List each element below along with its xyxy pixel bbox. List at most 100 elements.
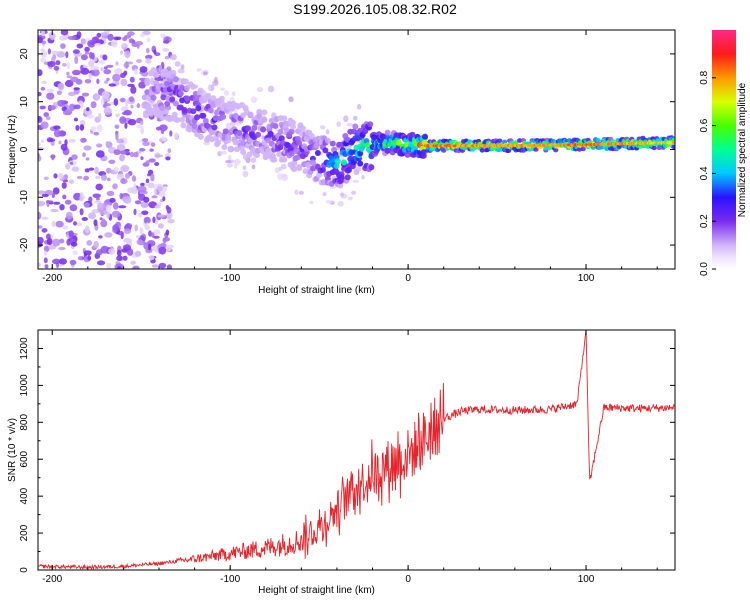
heatmap-noise-blob	[75, 124, 80, 131]
heatmap-noise-blob	[112, 73, 121, 82]
colorbar-label: Normalized spectral amplitude	[737, 82, 748, 217]
heatmap-noise-blob	[48, 105, 56, 111]
heatmap-ridge-blob	[207, 107, 214, 114]
heatmap-noise-blob	[162, 238, 167, 244]
heatmap-halo-blob	[337, 200, 344, 207]
heatmap-ridge-blob	[251, 124, 258, 131]
heatmap-halo-blob	[278, 166, 282, 172]
heatmap-noise-blob	[44, 189, 54, 196]
heatmap-noise-blob	[40, 86, 46, 91]
heatmap-halo-blob	[177, 68, 185, 74]
heatmap-noise-blob	[116, 255, 123, 262]
heatmap-noise-blob	[136, 59, 142, 63]
heatmap-ridge-blob	[184, 95, 191, 102]
heatmap-noise-blob	[38, 236, 44, 244]
heatmap-noise-blob	[127, 31, 135, 36]
heatmap-ridge-blob	[533, 147, 539, 152]
colorbar-tick-label: 0.6	[699, 118, 710, 132]
heatmap-noise-blob	[134, 200, 142, 205]
y-tick-label: 10	[19, 96, 30, 108]
heatmap-noise-blob	[92, 93, 101, 101]
heatmap-noise-blob	[86, 114, 95, 119]
heatmap-noise-blob	[119, 50, 123, 55]
heatmap-noise-blob	[141, 210, 149, 216]
heatmap-noise-blob	[41, 193, 49, 198]
heatmap-noise-blob	[88, 60, 95, 68]
heatmap-noise-blob	[52, 258, 61, 265]
heatmap-ridge-blob	[357, 160, 364, 167]
heatmap-noise-blob	[154, 162, 160, 166]
heatmap-halo-blob	[169, 54, 177, 61]
heatmap-noise-blob	[59, 204, 65, 211]
heatmap-noise-blob	[76, 175, 83, 180]
heatmap-noise-blob	[84, 51, 90, 55]
heatmap-noise-blob	[99, 217, 103, 221]
heatmap-halo-blob	[294, 189, 299, 195]
heatmap-noise-blob	[116, 173, 125, 180]
heatmap-halo-blob	[277, 173, 284, 181]
heatmap-noise-blob	[43, 257, 48, 264]
heatmap-noise-blob	[166, 264, 172, 269]
heatmap-noise-blob	[98, 235, 103, 239]
heatmap-noise-blob	[116, 138, 125, 144]
heatmap-noise-blob	[79, 191, 84, 199]
heatmap-noise-blob	[116, 266, 122, 269]
y-tick-label: 20	[19, 48, 30, 60]
heatmap-noise-blob	[100, 245, 110, 254]
heatmap-ridge-blob	[364, 142, 371, 149]
heatmap-ridge-blob	[172, 76, 179, 83]
heatmap-noise-blob	[140, 120, 144, 126]
y-tick-label: -10	[19, 190, 30, 205]
x-tick-label: 0	[405, 273, 411, 284]
heatmap-noise-blob	[69, 161, 74, 165]
heatmap-halo-blob	[250, 96, 258, 103]
heatmap-noise-blob	[38, 142, 41, 147]
heatmap-halo-blob	[357, 103, 362, 110]
heatmap-noise-blob	[98, 59, 105, 65]
heatmap-noise-blob	[150, 232, 155, 238]
heatmap-halo-blob	[351, 190, 357, 195]
heatmap-ridge-blob	[261, 116, 268, 123]
heatmap-ridge-blob	[281, 156, 288, 163]
heatmap-ridge-blob	[595, 138, 601, 143]
heatmap-ridge-blob	[409, 131, 416, 138]
heatmap-noise-blob	[145, 222, 150, 229]
heatmap-ridge-blob	[181, 107, 188, 113]
heatmap-ridge-blob	[202, 117, 209, 124]
heatmap-noise-blob	[47, 48, 52, 55]
heatmap-halo-blob	[223, 90, 230, 96]
heatmap-noise-blob	[109, 197, 116, 203]
heatmap-ridge-blob	[209, 128, 215, 135]
heatmap-noise-blob	[72, 49, 80, 54]
heatmap-noise-blob	[165, 156, 171, 161]
heatmap-ridge-blob	[422, 133, 428, 140]
heatmap-halo-blob	[226, 163, 234, 168]
heatmap-noise-blob	[80, 38, 87, 45]
heatmap-halo-blob	[180, 64, 185, 70]
heatmap-noise-blob	[84, 79, 92, 84]
heatmap-ridge-blob	[328, 154, 335, 161]
heatmap-noise-blob	[148, 255, 155, 261]
heatmap-noise-blob	[106, 77, 110, 82]
heatmap-noise-blob	[120, 178, 128, 185]
heatmap-noise-blob	[89, 51, 93, 59]
heatmap-ridge-blob	[180, 122, 187, 129]
y-axis-label: Frequency (Hz)	[7, 115, 18, 184]
heatmap-noise-blob	[138, 81, 146, 89]
heatmap-noise-blob	[38, 262, 41, 268]
heatmap-noise-blob	[106, 204, 112, 213]
heatmap-halo-blob	[261, 135, 265, 140]
heatmap-noise-blob	[143, 216, 151, 224]
heatmap-noise-blob	[163, 186, 168, 192]
heatmap-noise-blob	[129, 151, 135, 158]
heatmap-ridge-blob	[337, 182, 344, 189]
heatmap-noise-blob	[88, 72, 92, 80]
heatmap-noise-blob	[83, 145, 92, 151]
heatmap-noise-blob	[52, 238, 61, 247]
heatmap-ridge-blob	[164, 100, 171, 107]
heatmap-noise-blob	[160, 33, 166, 39]
heatmap-noise-blob	[114, 68, 123, 75]
heatmap-noise-blob	[169, 130, 173, 137]
heatmap-noise-blob	[124, 122, 128, 129]
heatmap-halo-blob	[298, 190, 304, 195]
